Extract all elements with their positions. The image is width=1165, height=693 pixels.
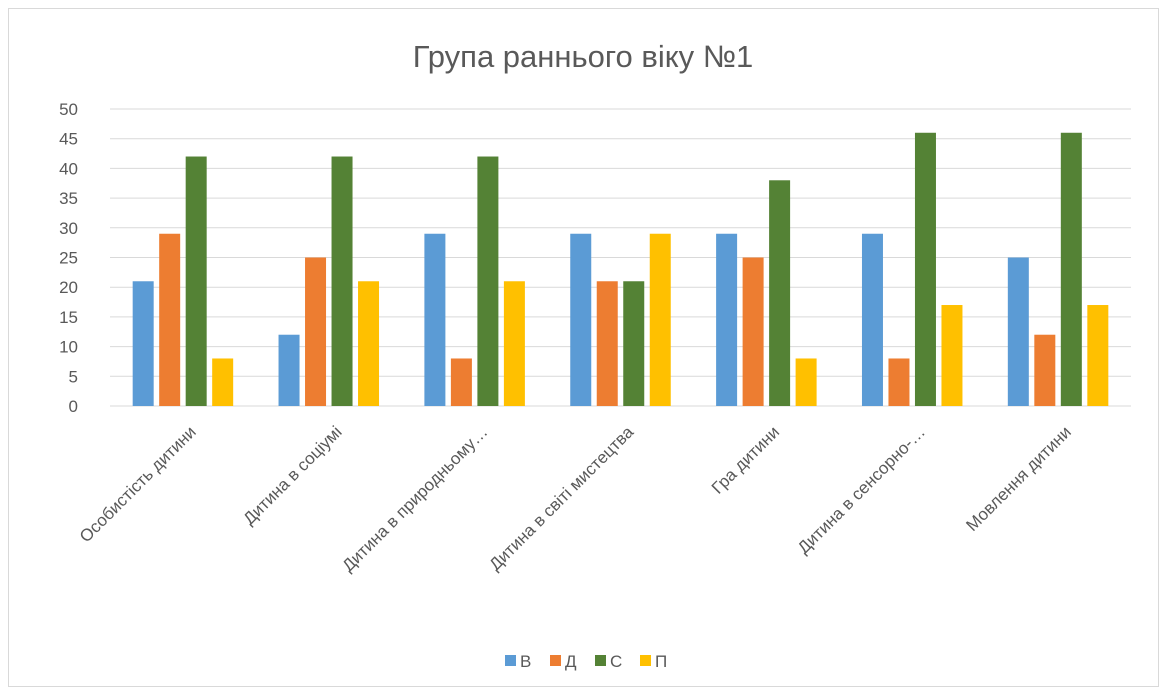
legend-label: П xyxy=(655,652,667,671)
legend-label: В xyxy=(520,652,531,671)
y-tick-label: 50 xyxy=(59,100,78,119)
bar-П-6 xyxy=(1087,305,1109,406)
legend-swatch-2 xyxy=(595,655,606,666)
category-label: Гра дитини xyxy=(708,422,783,497)
bar-П-3 xyxy=(649,233,671,406)
y-tick-label: 35 xyxy=(59,189,78,208)
x-axis: Особистість дитини Дитина в соціуміДитина… xyxy=(76,422,1075,575)
y-tick-label: 45 xyxy=(59,130,78,149)
bar-В-1 xyxy=(278,334,300,406)
bar-Д-5 xyxy=(888,358,910,406)
bar-В-5 xyxy=(861,233,883,406)
y-tick-label: 5 xyxy=(69,367,78,386)
bar-Д-6 xyxy=(1034,334,1056,406)
category-label: Особистість дитини xyxy=(76,422,200,546)
category-label: Дитина в світі мистецтва xyxy=(485,422,637,574)
category-label: Мовлення дитини xyxy=(962,422,1075,535)
legend-swatch-1 xyxy=(550,655,561,666)
legend-swatch-3 xyxy=(640,655,651,666)
bar-В-3 xyxy=(570,233,592,406)
y-tick-label: 20 xyxy=(59,278,78,297)
bar-С-2 xyxy=(477,156,499,406)
legend-swatch-0 xyxy=(505,655,516,666)
gridlines xyxy=(110,108,1131,407)
y-tick-label: 0 xyxy=(69,397,78,416)
y-tick-label: 15 xyxy=(59,308,78,327)
y-tick-label: 25 xyxy=(59,249,78,268)
legend-label: Д xyxy=(565,652,577,671)
legend-label: С xyxy=(610,652,622,671)
y-tick-label: 10 xyxy=(59,338,78,357)
bar-С-1 xyxy=(331,156,353,406)
y-tick-label: 40 xyxy=(59,159,78,178)
bar-П-2 xyxy=(503,281,525,406)
bar-П-0 xyxy=(212,358,234,406)
category-label: Дитина в сенсорно-… xyxy=(794,422,929,557)
bar-С-4 xyxy=(769,180,791,406)
chart-title: Група раннього віку №1 xyxy=(413,39,754,74)
bar-Д-4 xyxy=(742,257,764,406)
category-label: Дитина в природньому… xyxy=(339,422,492,575)
bar-В-2 xyxy=(424,233,446,406)
category-label: Дитина в соціумі xyxy=(240,422,346,528)
bar-Д-1 xyxy=(305,257,327,406)
bar-Д-2 xyxy=(450,358,472,406)
y-tick-label: 30 xyxy=(59,219,78,238)
bar-С-6 xyxy=(1060,132,1082,406)
y-axis: 0 5 10 15 20 25 30 35 40 45 50 xyxy=(59,100,78,416)
bar-Д-0 xyxy=(159,233,181,406)
bar-В-0 xyxy=(132,281,154,406)
bar-С-3 xyxy=(623,281,645,406)
bar-Д-3 xyxy=(596,281,618,406)
bar-В-4 xyxy=(716,233,738,406)
bar-П-5 xyxy=(941,305,963,406)
bar-В-6 xyxy=(1007,257,1029,406)
bar-П-1 xyxy=(358,281,380,406)
bar-С-0 xyxy=(185,156,207,406)
bar-П-4 xyxy=(795,358,817,406)
bars xyxy=(132,132,1109,406)
bar-С-5 xyxy=(914,132,936,406)
